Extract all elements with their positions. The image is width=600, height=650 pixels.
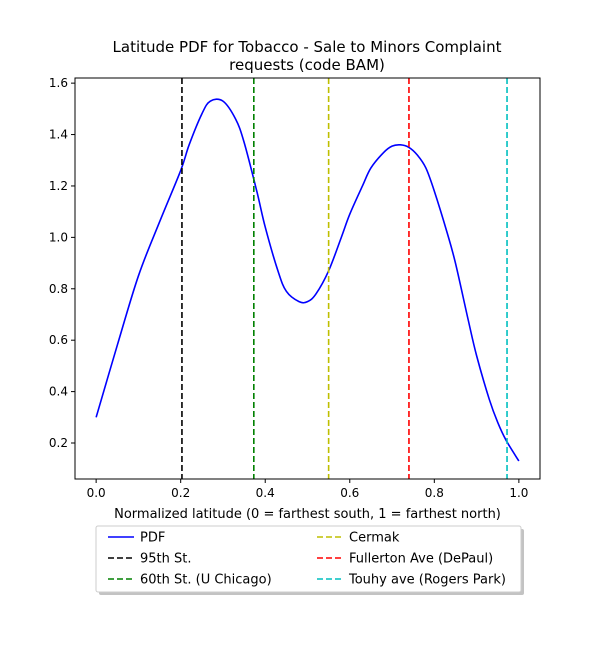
chart-title-line1: Latitude PDF for Tobacco - Sale to Minor…	[113, 38, 502, 56]
legend-label-cermak: Cermak	[349, 531, 400, 546]
x-tick-label: 0.4	[256, 486, 275, 500]
x-axis-label: Normalized latitude (0 = farthest south,…	[114, 507, 501, 522]
legend-label-60th-st-u-chicago: 60th St. (U Chicago)	[140, 573, 272, 588]
x-tick-label: 0.2	[171, 486, 190, 500]
series-pdf-line	[95, 98, 520, 462]
x-tick-label: 0.6	[340, 486, 359, 500]
y-tick-label: 1.2	[49, 179, 68, 193]
y-axis: 0.2 0.4 0.6 0.8 1.0 1.2 1.4 1.6	[49, 76, 75, 450]
y-tick-label: 0.4	[49, 385, 68, 399]
x-tick-label: 0.8	[425, 486, 444, 500]
legend-label-95th-st: 95th St.	[140, 552, 192, 567]
y-tick-label: 0.6	[49, 333, 68, 347]
y-tick-label: 1.4	[49, 128, 68, 142]
legend-box	[95, 525, 522, 593]
y-tick-label: 1.6	[49, 76, 68, 90]
y-tick-label: 0.2	[49, 436, 68, 450]
legend-label-pdf: PDF	[140, 531, 165, 546]
y-tick-label: 0.8	[49, 282, 68, 296]
legend: PDF 95th St. 60th St. (U Chicago) Cermak Ful…	[95, 525, 524, 595]
plot-content	[95, 78, 520, 479]
legend-label-fullerton-ave-depaul: Fullerton Ave (DePaul)	[349, 552, 493, 567]
x-tick-label: 0.0	[87, 486, 106, 500]
legend-label-touhy-ave-rogers-park: Touhy ave (Rogers Park)	[348, 573, 506, 588]
plot-frame	[74, 77, 541, 480]
y-tick-label: 1.0	[49, 230, 68, 244]
x-axis: 0.0 0.2 0.4 0.6 0.8 1.0	[87, 479, 528, 500]
chart-title-line2: requests (code BAM)	[229, 56, 385, 74]
x-tick-label: 1.0	[509, 486, 528, 500]
